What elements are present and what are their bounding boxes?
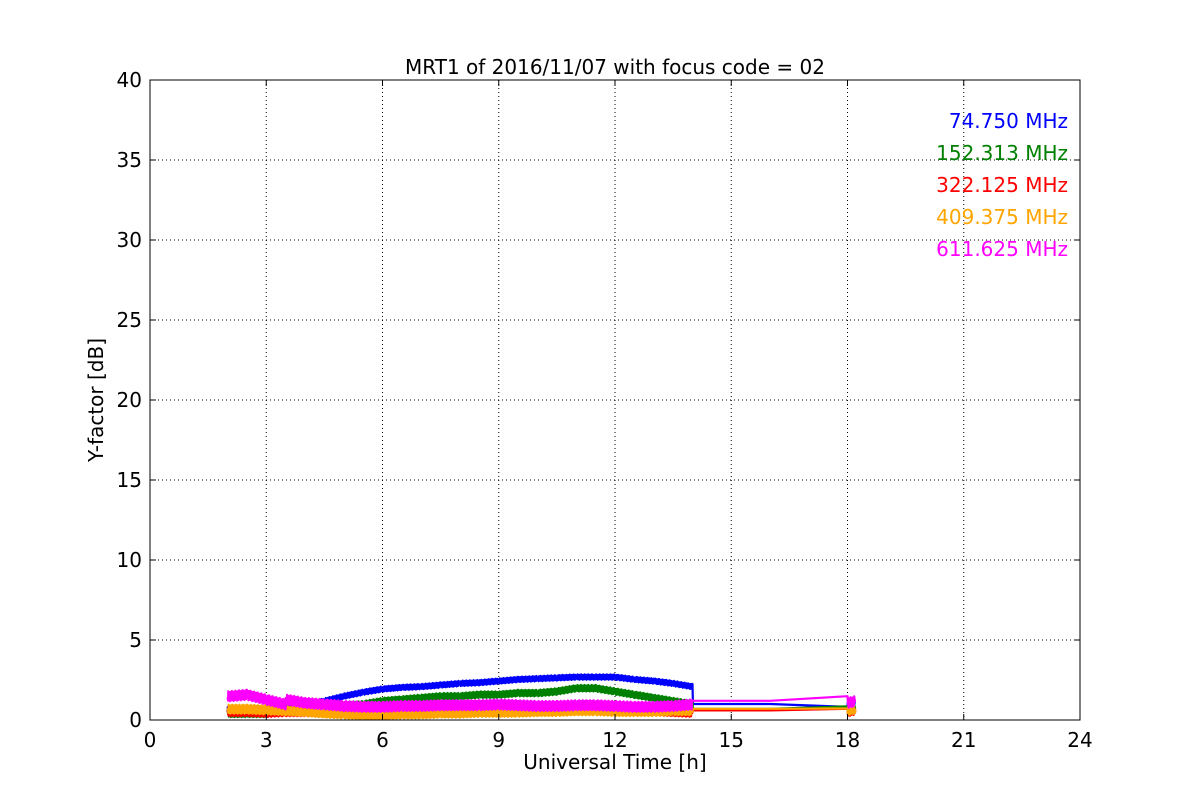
y-axis-label: Y-factor [dB] xyxy=(84,338,108,463)
y-tick-label: 10 xyxy=(117,548,142,572)
y-tick-label: 20 xyxy=(117,388,142,412)
legend-entry: 322.125 MHz xyxy=(936,173,1068,197)
legend: 74.750 MHz 152.313 MHz 322.125 MHz 409.375 … xyxy=(936,109,1068,261)
x-tick-label: 6 xyxy=(376,728,389,752)
legend-entry: 152.313 MHz xyxy=(936,141,1068,165)
series-line xyxy=(226,688,857,713)
legend-entry: 611.625 MHz xyxy=(936,237,1068,261)
x-tick-label: 3 xyxy=(260,728,273,752)
legend-entry: 74.750 MHz xyxy=(949,109,1068,133)
y-tick-label: 30 xyxy=(117,228,142,252)
x-tick-label: 18 xyxy=(835,728,860,752)
x-tick-label: 12 xyxy=(602,728,627,752)
series-layer xyxy=(226,673,857,721)
series-group xyxy=(226,688,857,713)
y-tick-label: 5 xyxy=(129,628,142,652)
y-tick-label: 0 xyxy=(129,708,142,732)
x-tick-label: 15 xyxy=(719,728,744,752)
y-tick-label: 15 xyxy=(117,468,142,492)
legend-entry: 409.375 MHz xyxy=(936,205,1068,229)
tick-layer: 0 3 6 9 12 15 18 21 24 0 5 10 15 20 25 30 35 40 xyxy=(117,68,1093,752)
x-tick-label: 0 xyxy=(144,728,157,752)
y-tick-label: 35 xyxy=(117,148,142,172)
x-axis-label: Universal Time [h] xyxy=(523,750,706,774)
x-tick-label: 21 xyxy=(951,728,976,752)
y-tick-label: 25 xyxy=(117,308,142,332)
x-tick-label: 9 xyxy=(492,728,505,752)
x-tick-label: 24 xyxy=(1067,728,1092,752)
grid-layer xyxy=(150,80,1080,720)
y-tick-label: 40 xyxy=(117,68,142,92)
chart-title: MRT1 of 2016/11/07 with focus code = 02 xyxy=(405,55,825,79)
